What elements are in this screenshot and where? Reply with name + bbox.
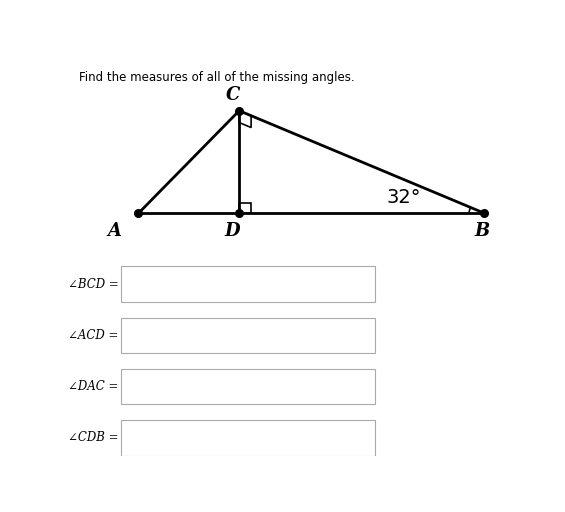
- Text: B: B: [475, 222, 490, 240]
- Text: ∠DAC =: ∠DAC =: [68, 380, 119, 393]
- Bar: [121, 266, 375, 302]
- Bar: [121, 317, 375, 353]
- Text: D: D: [225, 222, 241, 240]
- Text: ∠ACD =: ∠ACD =: [68, 329, 119, 342]
- Text: ∠CDB =: ∠CDB =: [68, 432, 119, 444]
- Text: Find the measures of all of the missing angles.: Find the measures of all of the missing …: [79, 71, 355, 84]
- Text: A: A: [107, 222, 121, 240]
- Bar: [121, 420, 375, 456]
- Text: 32°: 32°: [386, 188, 421, 207]
- Text: C: C: [225, 86, 240, 104]
- Bar: [121, 369, 375, 404]
- Text: ∠BCD =: ∠BCD =: [68, 278, 119, 291]
